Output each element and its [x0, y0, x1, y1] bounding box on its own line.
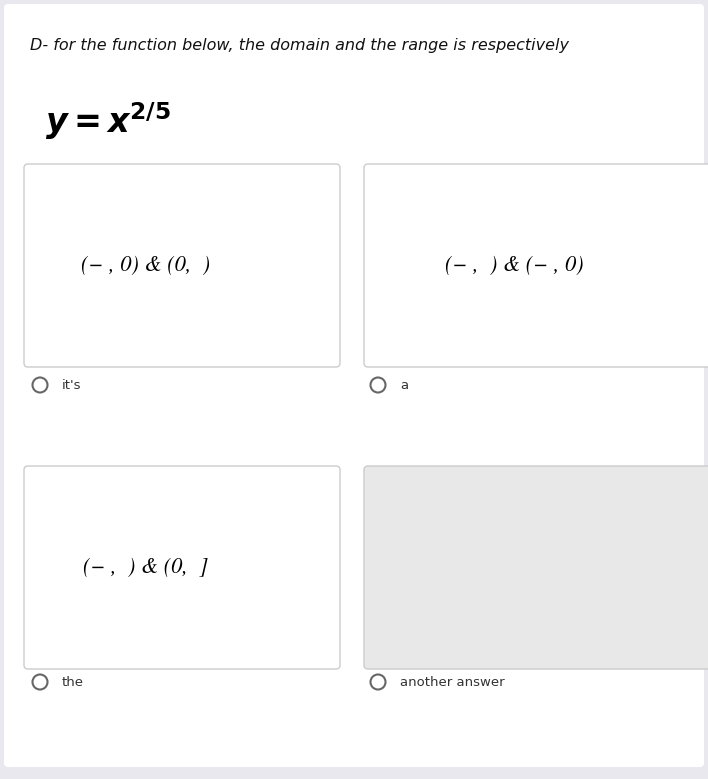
Circle shape — [370, 378, 385, 393]
Text: (−∞, ∞) & (0, ∞]: (−∞, ∞) & (0, ∞] — [83, 557, 207, 578]
Text: (−∞, ∞) & (−∞, 0): (−∞, ∞) & (−∞, 0) — [445, 255, 583, 276]
Text: (−∞, 0) & (0, ∞): (−∞, 0) & (0, ∞) — [81, 255, 210, 276]
FancyBboxPatch shape — [24, 466, 340, 669]
FancyBboxPatch shape — [4, 4, 704, 767]
FancyBboxPatch shape — [364, 466, 708, 669]
Text: the: the — [62, 675, 84, 689]
FancyBboxPatch shape — [364, 164, 708, 367]
Circle shape — [33, 378, 47, 393]
Circle shape — [33, 675, 47, 689]
Text: $\bfit{y} = \bfit{x}^{\mathbf{2/5}}$: $\bfit{y} = \bfit{x}^{\mathbf{2/5}}$ — [45, 100, 171, 142]
Text: a: a — [400, 379, 408, 392]
FancyBboxPatch shape — [24, 164, 340, 367]
Text: it's: it's — [62, 379, 81, 392]
Text: another answer: another answer — [400, 675, 505, 689]
Text: D- for the function below, the domain and the range is respectively: D- for the function below, the domain an… — [30, 38, 569, 53]
Circle shape — [370, 675, 385, 689]
